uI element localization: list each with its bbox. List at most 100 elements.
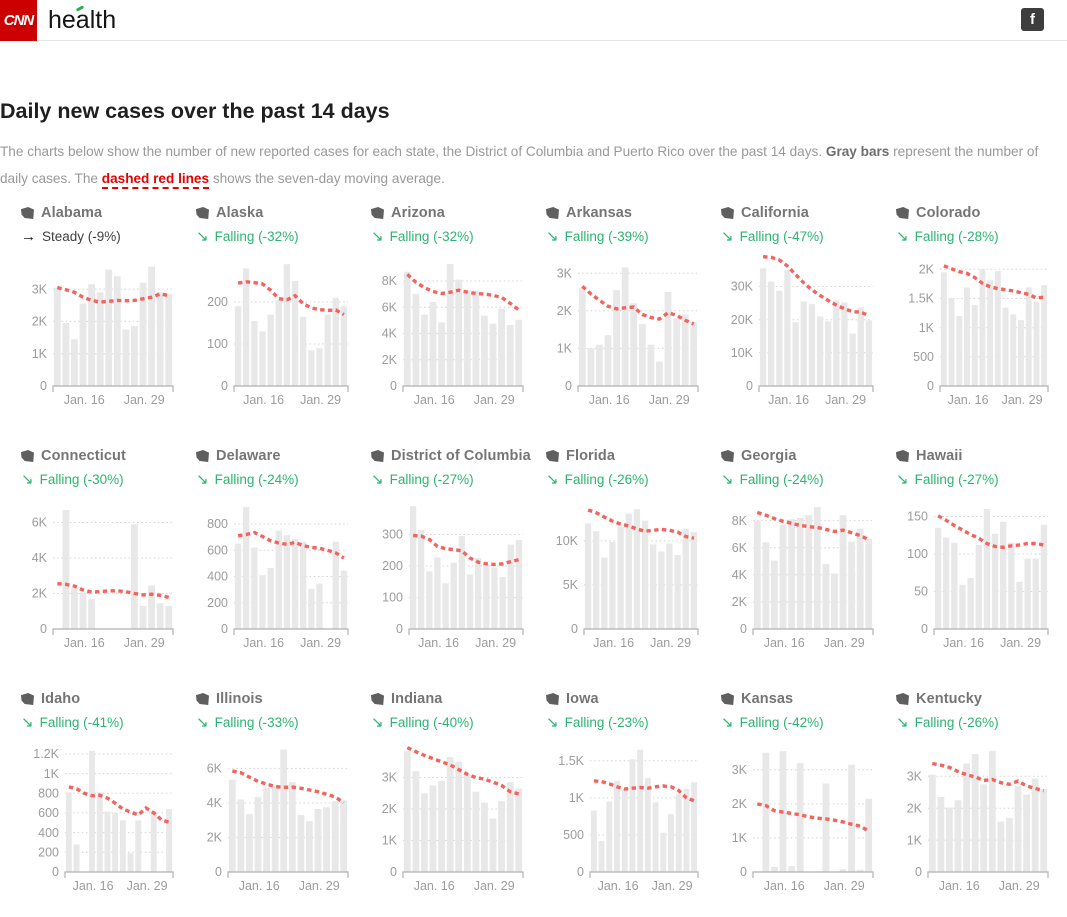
daily-cases-chart: 200 100 0 Jan. 16 Jan. 29 [207,264,349,407]
state-chart-card: Arkansas ↘ Falling (-39%) 3K 2K 1K 0 Jan. 16… [546,204,714,416]
trend-indicator: ↘ Falling (-27%) [371,472,539,487]
svg-text:0: 0 [740,865,747,879]
state-chart-card: Kentucky ↘ Falling (-26%) 3K 2K 1K 0 Jan. 16… [896,690,1064,902]
svg-text:1K: 1K [32,347,48,361]
state-shape-icon [371,207,384,219]
trend-indicator: ↘ Falling (-23%) [546,715,714,730]
state-chart-card: Hawaii ↘ Falling (-27%) 150 100 50 0 Jan. 16… [896,447,1064,659]
trend-arrow-icon: → [21,228,36,245]
state-name: Delaware [216,448,281,464]
svg-text:Jan. 29: Jan. 29 [124,636,165,650]
trend-label: Falling (-26%) [564,472,649,487]
state-chart-card: Indiana ↘ Falling (-40%) 3K 2K 1K 0 Jan. 16 J… [371,690,539,902]
trend-label: Falling (-33%) [214,715,299,730]
svg-text:Jan. 16: Jan. 16 [948,393,989,407]
trend-arrow-icon: ↘ [721,471,734,488]
svg-text:5K: 5K [563,578,579,592]
trend-indicator: ↘ Falling (-30%) [21,472,189,487]
state-header: Florida [546,447,714,465]
svg-text:Jan. 29: Jan. 29 [825,393,866,407]
svg-text:4K: 4K [732,568,748,582]
facebook-icon[interactable]: f [1021,8,1044,31]
state-name: Illinois [216,691,263,707]
state-chart-card: Connecticut ↘ Falling (-30%) 6K 4K 2K 0 Jan.… [21,447,189,659]
svg-text:Jan. 29: Jan. 29 [824,636,865,650]
daily-cases-chart: 1.2K 1K 800 600 400 200 0 Jan. 16 Jan. 29 [33,747,174,893]
svg-text:2K: 2K [207,831,223,845]
svg-text:Jan. 16: Jan. 16 [243,393,284,407]
trend-arrow-icon: ↘ [896,714,909,731]
svg-text:200: 200 [382,559,403,573]
svg-text:4K: 4K [32,551,48,565]
svg-text:Jan. 29: Jan. 29 [649,393,690,407]
state-chart-card: Colorado ↘ Falling (-28%) 2K 1.5K 1K 500 0 Ja… [896,204,1064,416]
state-chart-card: Alaska ↘ Falling (-32%) 200 100 0 Jan. 16 Ja… [196,204,364,416]
trend-arrow-icon: ↘ [21,471,34,488]
svg-text:Jan. 29: Jan. 29 [299,879,340,893]
state-chart-card: Idaho ↘ Falling (-41%) 1.2K 1K 800 600 400 20… [21,690,189,902]
svg-text:500: 500 [563,828,584,842]
trend-indicator: → Steady (-9%) [21,229,189,244]
trend-label: Falling (-47%) [739,229,824,244]
svg-text:10K: 10K [731,346,754,360]
charts-grid: Alabama → Steady (-9%) 3K 2K 1K 0 Jan. 16 Jan… [21,204,1067,902]
svg-text:3K: 3K [32,282,48,296]
trend-arrow-icon: ↘ [546,228,559,245]
state-name: Colorado [916,205,981,221]
state-header: District of Columbia [371,447,539,465]
svg-text:Jan. 29: Jan. 29 [127,879,168,893]
state-header: Kentucky [896,690,1064,708]
svg-text:Jan. 29: Jan. 29 [474,393,515,407]
state-chart-card: District of Columbia ↘ Falling (-27%) 30… [371,447,539,659]
svg-text:0: 0 [740,622,747,636]
svg-text:2K: 2K [919,263,935,277]
trend-arrow-icon: ↘ [21,714,34,731]
trend-indicator: ↘ Falling (-24%) [196,472,364,487]
state-chart-card: California ↘ Falling (-47%) 30K 20K 10K 0 Ja… [721,204,889,416]
main-content: Daily new cases over the past 14 days Th… [0,99,1067,902]
trend-arrow-icon: ↘ [196,228,209,245]
svg-text:Jan. 29: Jan. 29 [475,636,516,650]
trend-label: Steady (-9%) [42,229,121,244]
trend-indicator: ↘ Falling (-33%) [196,715,364,730]
trend-indicator: ↘ Falling (-32%) [371,229,539,244]
state-header: Colorado [896,204,1064,222]
state-shape-icon [371,693,384,705]
state-name: California [741,205,809,221]
state-header: Alabama [21,204,189,222]
state-shape-icon [896,207,909,219]
state-header: Indiana [371,690,539,708]
daily-cases-chart: 2K 1.5K 1K 500 0 Jan. 16 Jan. 29 [908,263,1049,407]
trend-indicator: ↘ Falling (-32%) [196,229,364,244]
svg-text:30K: 30K [731,280,754,294]
svg-text:Jan. 16: Jan. 16 [414,393,455,407]
trend-label: Falling (-26%) [914,715,999,730]
section-title-health[interactable]: health [48,4,116,35]
trend-arrow-icon: ↘ [371,471,384,488]
svg-text:Jan. 29: Jan. 29 [824,879,865,893]
state-name: Idaho [41,691,81,707]
state-shape-icon [546,450,559,462]
trend-label: Falling (-23%) [564,715,649,730]
intro-seg2: represent the number of daily cases. The [0,144,1039,186]
svg-text:2K: 2K [32,315,48,329]
state-shape-icon [546,207,559,219]
trend-indicator: ↘ Falling (-28%) [896,229,1064,244]
state-chart-card: Florida ↘ Falling (-26%) 10K 5K 0 Jan. 16 Ja… [546,447,714,659]
svg-text:Jan. 29: Jan. 29 [1002,393,1043,407]
svg-text:Jan. 29: Jan. 29 [999,879,1040,893]
svg-text:3K: 3K [557,266,573,280]
svg-text:Jan. 16: Jan. 16 [764,879,805,893]
state-name: District of Columbia [391,448,531,464]
svg-text:Jan. 16: Jan. 16 [414,879,455,893]
state-shape-icon [896,450,909,462]
svg-text:4K: 4K [207,796,223,810]
cnn-logo[interactable]: CNN [0,0,37,41]
state-chart-card: Georgia ↘ Falling (-24%) 8K 6K 4K 2K 0 Jan. 1… [721,447,889,659]
trend-arrow-icon: ↘ [721,714,734,731]
svg-text:1.5K: 1.5K [558,754,584,768]
daily-cases-chart: 3K 2K 1K 0 Jan. 16 Jan. 29 [557,266,699,407]
trend-indicator: ↘ Falling (-41%) [21,715,189,730]
state-shape-icon [21,450,34,462]
svg-text:200: 200 [38,846,59,860]
